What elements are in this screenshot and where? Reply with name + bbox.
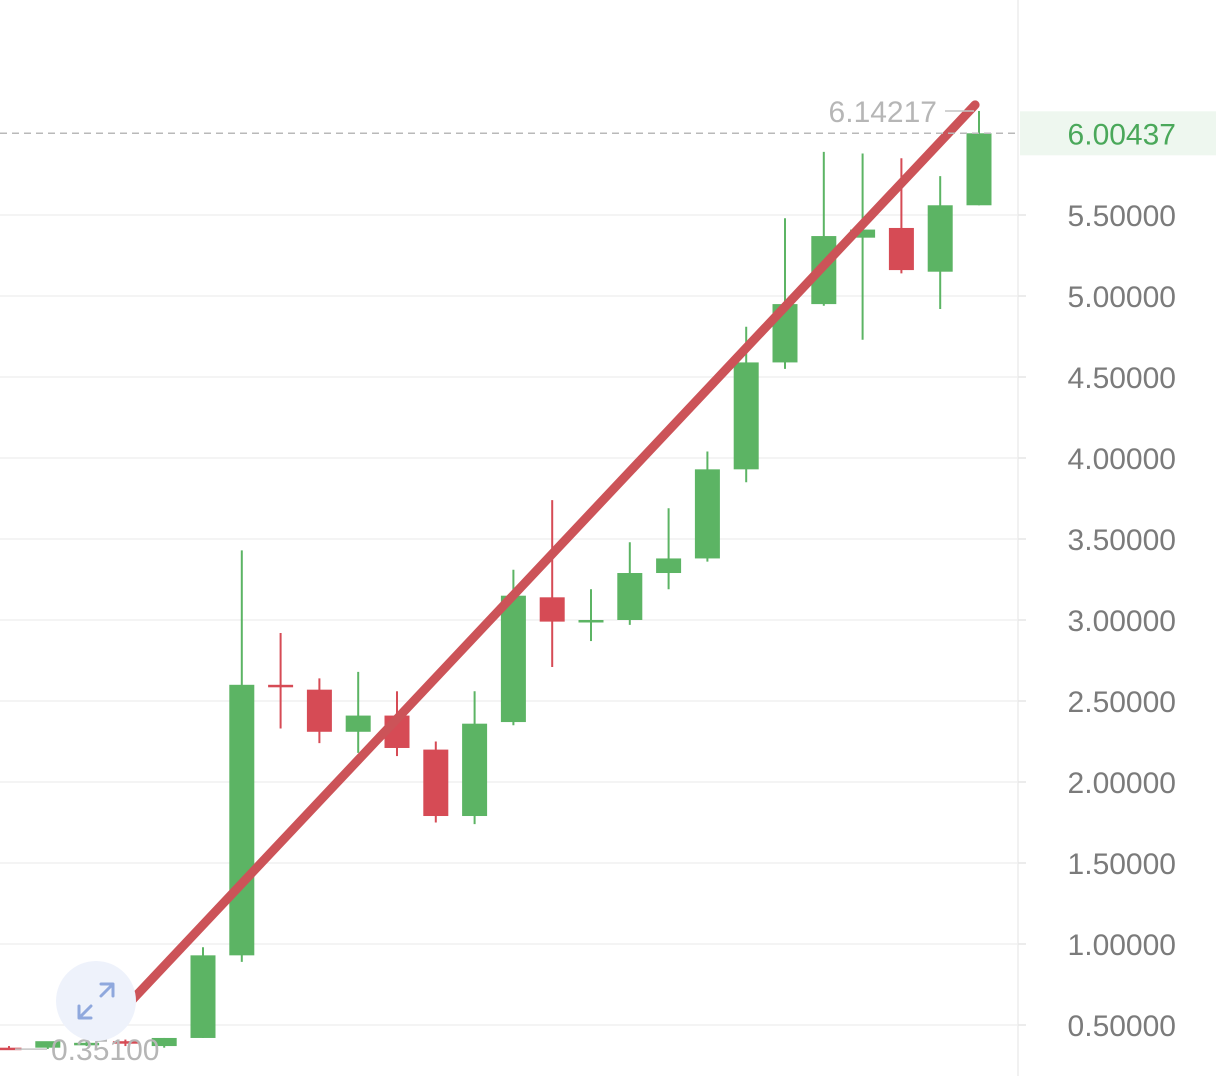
candle-body xyxy=(539,597,565,622)
candle-body xyxy=(694,469,720,559)
y-tick-label: 0.50000 xyxy=(1068,1010,1176,1043)
y-tick-label: 3.00000 xyxy=(1068,605,1176,638)
trendline-group xyxy=(120,100,980,1012)
candle xyxy=(966,110,992,206)
candle xyxy=(462,691,488,825)
grid-lines xyxy=(0,0,1019,1076)
candle-body xyxy=(966,133,992,206)
candle-body xyxy=(345,715,371,732)
candle xyxy=(927,176,953,309)
candle xyxy=(500,569,526,726)
y-tick-label: 3.50000 xyxy=(1068,524,1176,557)
candle xyxy=(306,678,332,744)
candle xyxy=(345,671,371,753)
trend-line[interactable] xyxy=(120,100,980,1012)
candle-body xyxy=(462,723,488,817)
current-price-label: 6.00437 xyxy=(1068,118,1176,151)
candle-body xyxy=(500,595,526,723)
candle xyxy=(578,589,604,642)
y-axis: 0.50000 1.00000 1.50000 2.00000 2.50000 3.000… xyxy=(1018,200,1176,1043)
y-tick-label: 1.00000 xyxy=(1068,929,1176,962)
candle xyxy=(694,451,720,562)
candle-body xyxy=(617,573,643,620)
y-tick-label: 5.50000 xyxy=(1068,200,1176,233)
high-price-label: 6.14217 xyxy=(829,96,937,129)
candle xyxy=(151,1037,177,1048)
current-price-badge xyxy=(1020,111,1216,156)
candle xyxy=(539,500,565,667)
candle-body xyxy=(306,689,332,732)
candle-body xyxy=(850,229,876,238)
y-tick-label: 4.00000 xyxy=(1068,443,1176,476)
y-tick-label: 2.50000 xyxy=(1068,686,1176,719)
candle xyxy=(74,1041,100,1047)
candle-body xyxy=(888,227,914,271)
candle xyxy=(229,550,255,962)
candle xyxy=(850,153,876,340)
candle xyxy=(811,151,837,306)
expand-arrows-icon xyxy=(77,982,115,1020)
candle xyxy=(35,1041,61,1049)
candle-body xyxy=(151,1037,177,1047)
candles-group xyxy=(0,110,992,1051)
candle-body xyxy=(35,1041,61,1048)
y-tick-label: 2.00000 xyxy=(1068,767,1176,800)
candle xyxy=(656,508,682,590)
y-tick-label: 4.50000 xyxy=(1068,362,1176,395)
candle-body xyxy=(733,362,759,470)
candle-body xyxy=(112,1041,138,1044)
candle xyxy=(112,1039,138,1047)
candle xyxy=(617,542,643,625)
candle-body xyxy=(0,1047,22,1051)
expand-button[interactable] xyxy=(56,961,136,1041)
candle-body xyxy=(927,205,953,272)
candle-body xyxy=(656,558,682,574)
candle-body xyxy=(190,955,216,1038)
candle xyxy=(190,947,216,1038)
y-tick-label: 1.50000 xyxy=(1068,848,1176,881)
candle xyxy=(423,741,449,823)
candle-body xyxy=(578,620,604,623)
candle-body xyxy=(268,684,294,688)
candle-body xyxy=(229,684,255,956)
y-tick-label: 5.00000 xyxy=(1068,281,1176,314)
candle-body xyxy=(74,1042,100,1046)
candle-body xyxy=(423,749,449,817)
candle xyxy=(0,1046,22,1051)
candle xyxy=(268,632,294,729)
